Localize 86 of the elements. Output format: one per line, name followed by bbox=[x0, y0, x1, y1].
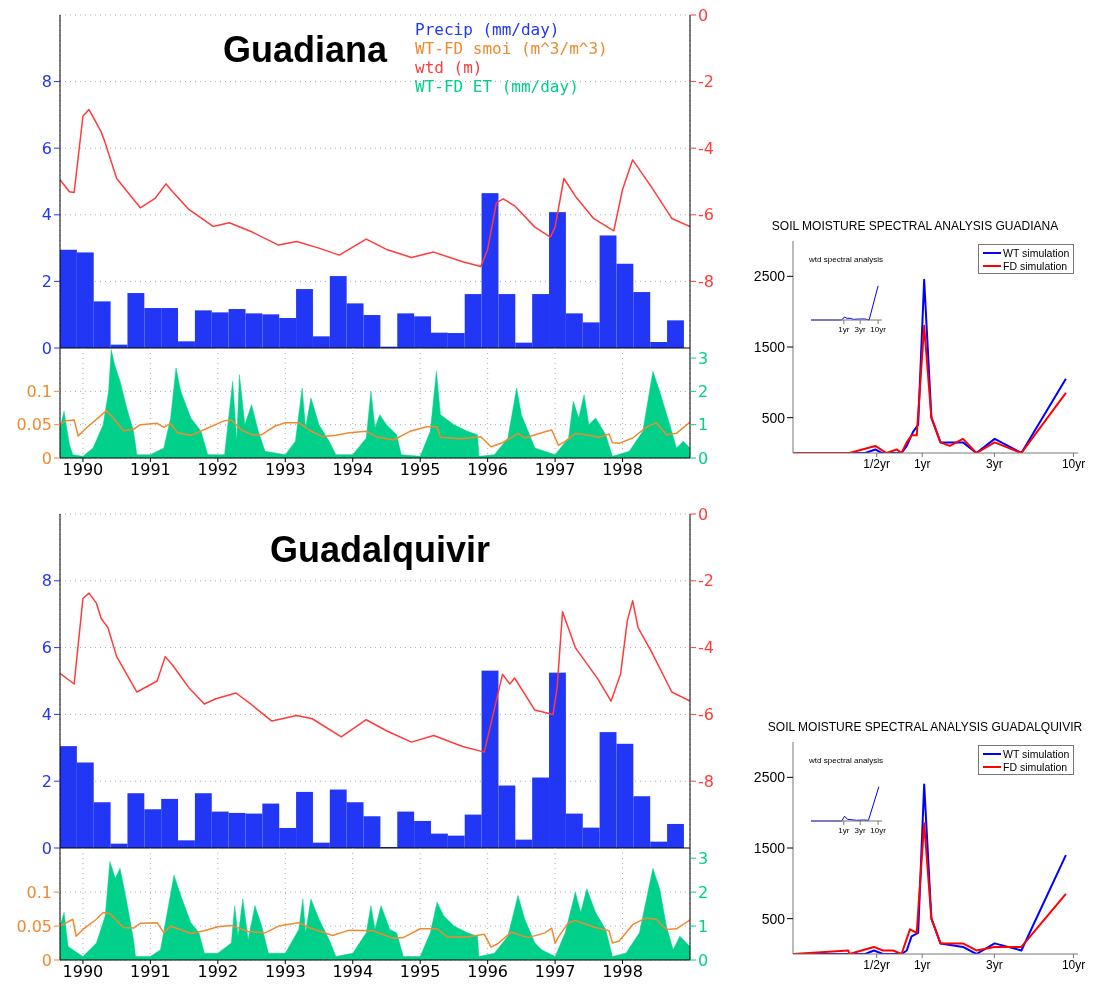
x-tick-label: 1998 bbox=[602, 962, 643, 982]
x-tick-label: 1993 bbox=[264, 962, 306, 982]
y-tick-label: 0 bbox=[41, 950, 52, 970]
x-tick-label: 10yr bbox=[870, 825, 887, 835]
y-tick-label: 6 bbox=[41, 138, 52, 158]
y2-tick-label: 0 bbox=[698, 5, 709, 25]
y-tick-label: 2 bbox=[41, 771, 52, 791]
x-tick-label: 1991 bbox=[130, 460, 171, 480]
x-tick-label: 3yr bbox=[854, 324, 867, 334]
y-tick-label: 0 bbox=[41, 448, 52, 468]
x-tick-label: 1990 bbox=[62, 460, 104, 480]
y-tick-label: 4 bbox=[41, 705, 52, 725]
x-tick-label: 1990 bbox=[62, 962, 104, 982]
legend-label: WT simulation bbox=[1003, 246, 1070, 259]
y2-tick-label: 2 bbox=[698, 882, 709, 902]
y-tick-label: 6 bbox=[41, 638, 52, 658]
text: wtd (m) bbox=[415, 58, 483, 77]
x-tick-label: 1995 bbox=[399, 962, 441, 982]
x-tick-label: 1996 bbox=[467, 460, 508, 480]
x-tick-label: 3yr bbox=[854, 825, 867, 835]
y2-tick-label: 1 bbox=[698, 916, 709, 936]
x-tick-label: 1998 bbox=[602, 460, 643, 480]
chart-title: wtd spectral analysis bbox=[809, 254, 883, 264]
x-tick-label: 1993 bbox=[264, 460, 306, 480]
chart-title: SOIL MOISTURE SPECTRAL ANALYSIS GUADALQUIVIR bbox=[767, 720, 1083, 734]
y2-tick-label: 0 bbox=[698, 950, 709, 970]
y2-tick-label: -2 bbox=[698, 571, 714, 591]
y2-tick-label: 3 bbox=[698, 848, 709, 868]
legend-label: WT simulation bbox=[1003, 747, 1070, 760]
y2-tick-label: -8 bbox=[698, 272, 714, 292]
y-tick-label: 8 bbox=[41, 72, 52, 92]
legend-label: FD simulation bbox=[1003, 259, 1068, 272]
x-tick-label: 1yr bbox=[838, 324, 850, 334]
x-tick-label: 1994 bbox=[332, 460, 374, 480]
y-tick-label: 0.05 bbox=[16, 415, 52, 435]
y-tick-label: 4 bbox=[41, 205, 52, 225]
x-tick-label: 1997 bbox=[534, 962, 576, 982]
x-tick-label: 1yr bbox=[913, 456, 931, 471]
x-tick-label: 3yr bbox=[986, 456, 1003, 471]
x-tick-label: 1992 bbox=[197, 962, 239, 982]
y2-tick-label: 3 bbox=[698, 348, 709, 368]
x-tick-label: 1/2yr bbox=[863, 456, 891, 471]
x-tick-label: 1/2yr bbox=[863, 957, 891, 972]
x-tick-label: 10yr bbox=[1061, 456, 1086, 471]
y-tick-label: 2 bbox=[41, 272, 52, 292]
text: WT-FD smoi (m^3/m^3) bbox=[415, 39, 608, 58]
chart-title: Guadalquivir bbox=[269, 529, 491, 571]
y-tick-label: 500 bbox=[761, 409, 786, 426]
y-tick-label: 2500 bbox=[753, 769, 786, 786]
x-tick-label: 1yr bbox=[838, 825, 850, 835]
y2-tick-label: -6 bbox=[698, 705, 714, 725]
legend-label: FD simulation bbox=[1003, 760, 1068, 773]
chart-title: SOIL MOISTURE SPECTRAL ANALYSIS GUADIANA bbox=[771, 219, 1059, 233]
y2-tick-label: -4 bbox=[698, 638, 714, 658]
y-tick-label: 8 bbox=[41, 571, 52, 591]
y-tick-label: 0.05 bbox=[16, 916, 52, 936]
y-tick-label: 0.1 bbox=[26, 382, 52, 402]
chart-title: Guadiana bbox=[222, 29, 388, 71]
x-tick-label: 1yr bbox=[913, 957, 931, 972]
y2-tick-label: -8 bbox=[698, 771, 714, 791]
x-tick-label: 1997 bbox=[534, 460, 576, 480]
y2-tick-label: -2 bbox=[698, 72, 714, 92]
text: Precip (mm/day) bbox=[415, 20, 560, 39]
x-tick-label: 1991 bbox=[130, 962, 171, 982]
y2-tick-label: -6 bbox=[698, 205, 714, 225]
y2-tick-label: 1 bbox=[698, 415, 709, 435]
y2-tick-label: 2 bbox=[698, 382, 709, 402]
y-tick-label: 2500 bbox=[753, 268, 786, 285]
y-tick-label: 500 bbox=[761, 910, 786, 927]
y-tick-label: 1500 bbox=[753, 839, 786, 856]
text: WT-FD ET (mm/day) bbox=[415, 77, 579, 96]
y-tick-label: 0 bbox=[41, 338, 52, 358]
y2-tick-label: -4 bbox=[698, 138, 714, 158]
y2-tick-label: 0 bbox=[698, 504, 709, 524]
y-tick-label: 1500 bbox=[753, 338, 786, 355]
x-tick-label: 10yr bbox=[1061, 957, 1086, 972]
x-tick-label: 1994 bbox=[332, 962, 374, 982]
y2-tick-label: 0 bbox=[698, 448, 709, 468]
x-tick-label: 1996 bbox=[467, 962, 508, 982]
y-tick-label: 0 bbox=[41, 838, 52, 858]
x-tick-label: 1992 bbox=[197, 460, 239, 480]
x-tick-label: 3yr bbox=[986, 957, 1003, 972]
x-tick-label: 1995 bbox=[399, 460, 441, 480]
x-tick-label: 10yr bbox=[870, 324, 887, 334]
y-tick-label: 0.1 bbox=[26, 882, 52, 902]
chart-title: wtd spectral analysis bbox=[809, 755, 883, 765]
